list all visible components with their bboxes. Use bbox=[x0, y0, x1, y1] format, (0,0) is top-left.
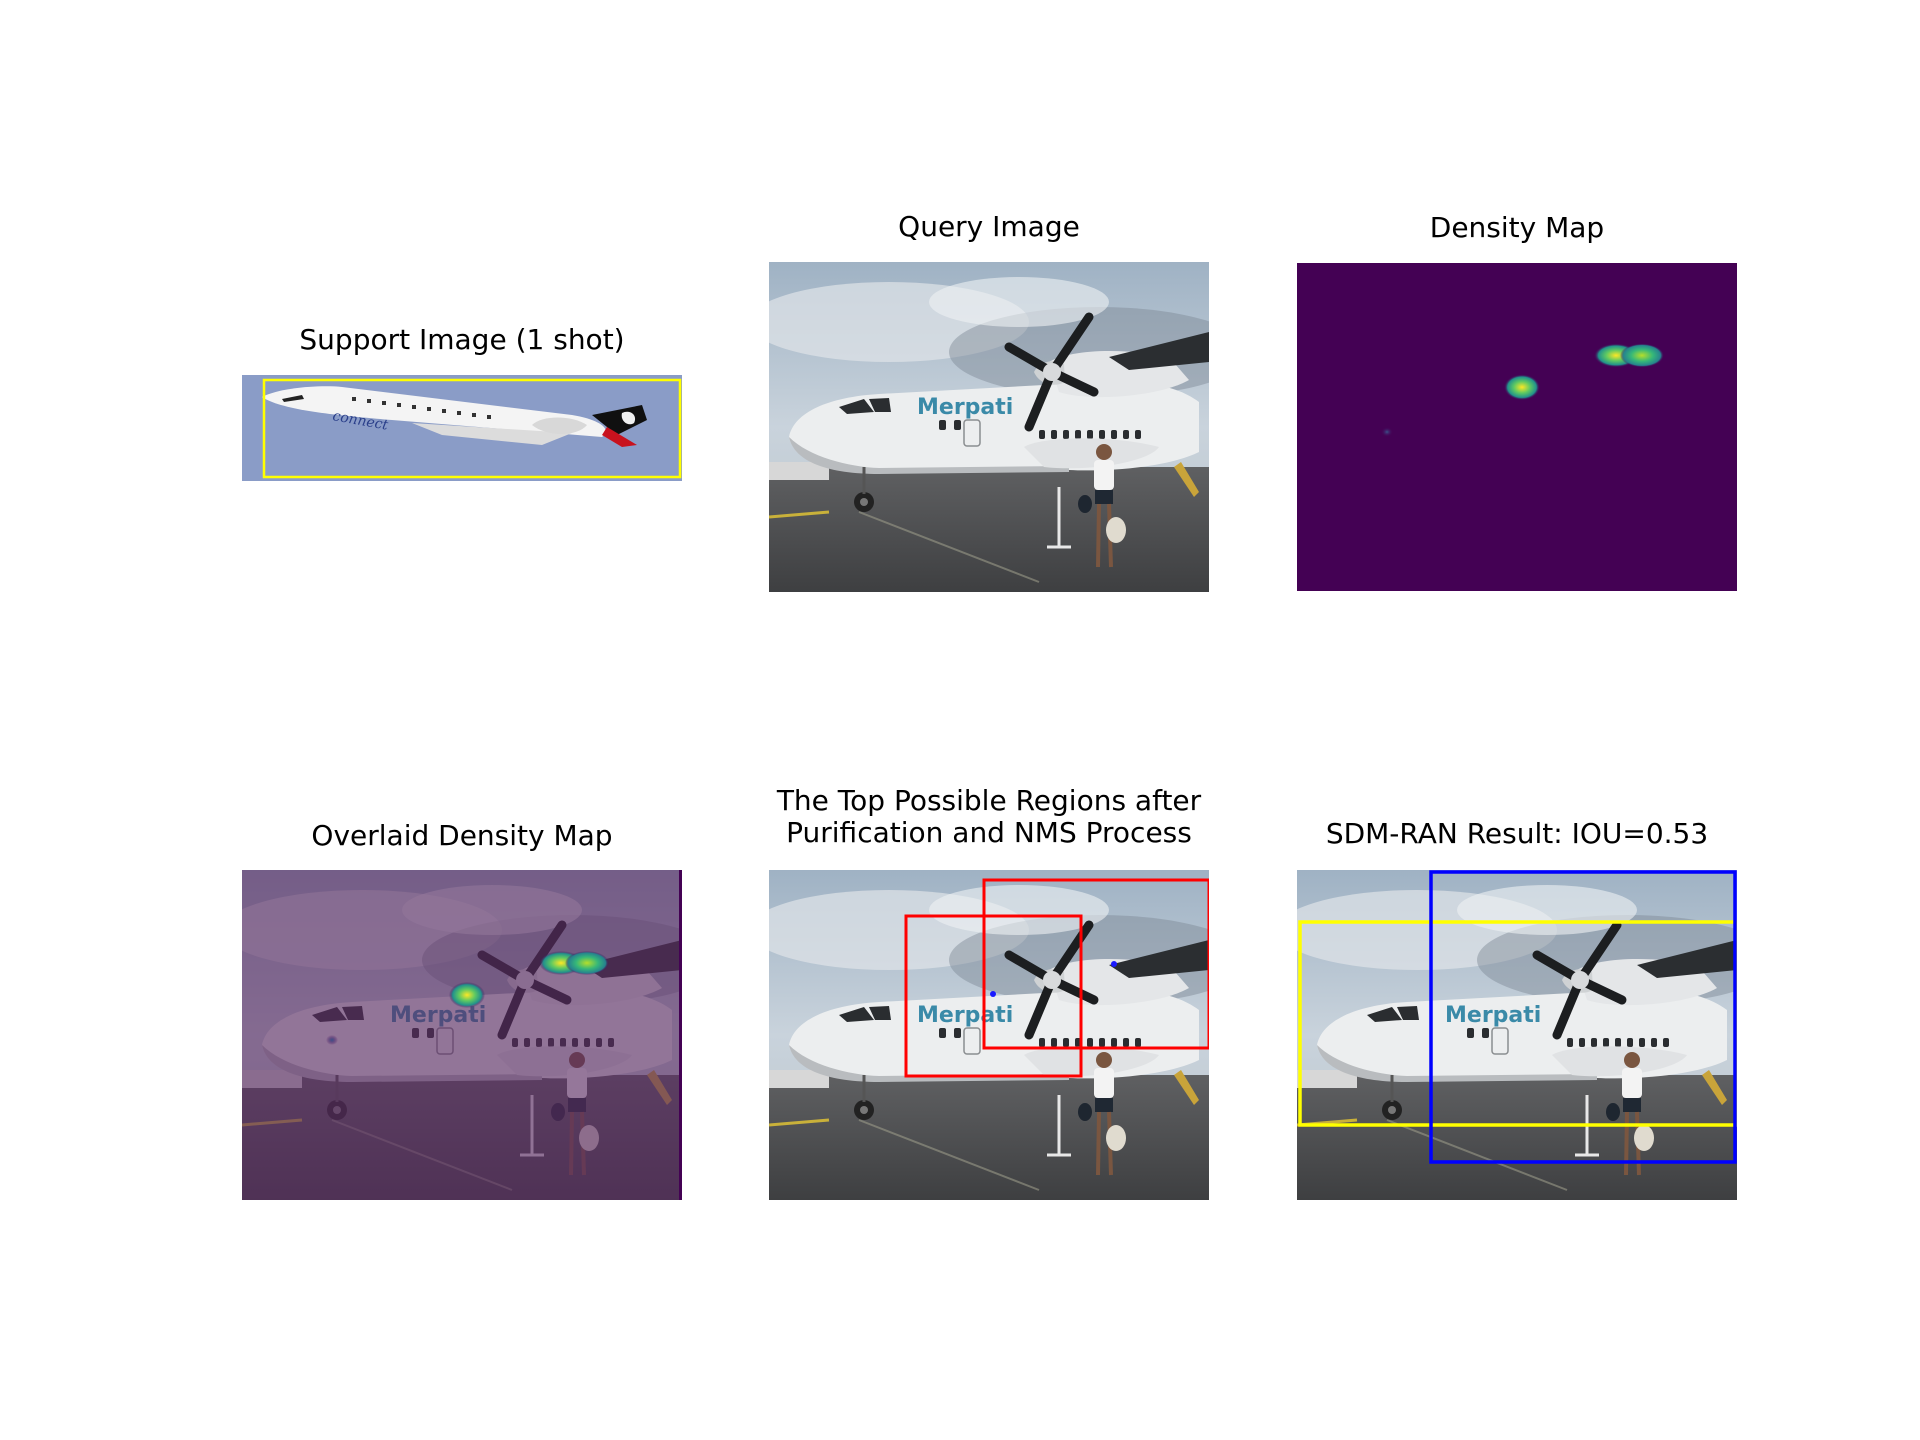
regions-title-line1: The Top Possible Regions after bbox=[776, 784, 1202, 817]
region-center-2 bbox=[1111, 961, 1117, 967]
density-map bbox=[1297, 263, 1737, 591]
result-livery-text: Merpati bbox=[1445, 1003, 1541, 1028]
regions-image: Merpati bbox=[769, 870, 1209, 1200]
region-center-1 bbox=[990, 991, 996, 997]
support-bounding-box bbox=[262, 378, 682, 479]
region-box-1 bbox=[904, 914, 1083, 1078]
query-image-title: Query Image bbox=[898, 210, 1080, 243]
regions-title: The Top Possible Regions after Purificat… bbox=[739, 785, 1239, 849]
support-image: connect bbox=[242, 375, 682, 481]
density-map-title: Density Map bbox=[1429, 211, 1605, 244]
support-image-title: Support Image (1 shot) bbox=[299, 323, 625, 356]
result-image: Merpati bbox=[1297, 870, 1737, 1200]
regions-livery-text: Merpati bbox=[917, 1003, 1013, 1028]
region-box-2 bbox=[982, 878, 1209, 1050]
result-title: SDM-RAN Result: IOU=0.53 bbox=[1325, 817, 1709, 850]
overlaid-density-map-title: Overlaid Density Map bbox=[311, 819, 613, 852]
prediction-box bbox=[1429, 870, 1737, 1164]
overlaid-density-map: Merpati bbox=[242, 870, 682, 1200]
query-image: Merpati bbox=[769, 262, 1209, 592]
regions-title-line2: Purification and NMS Process bbox=[786, 816, 1192, 849]
query-livery-text: Merpati bbox=[917, 395, 1013, 420]
